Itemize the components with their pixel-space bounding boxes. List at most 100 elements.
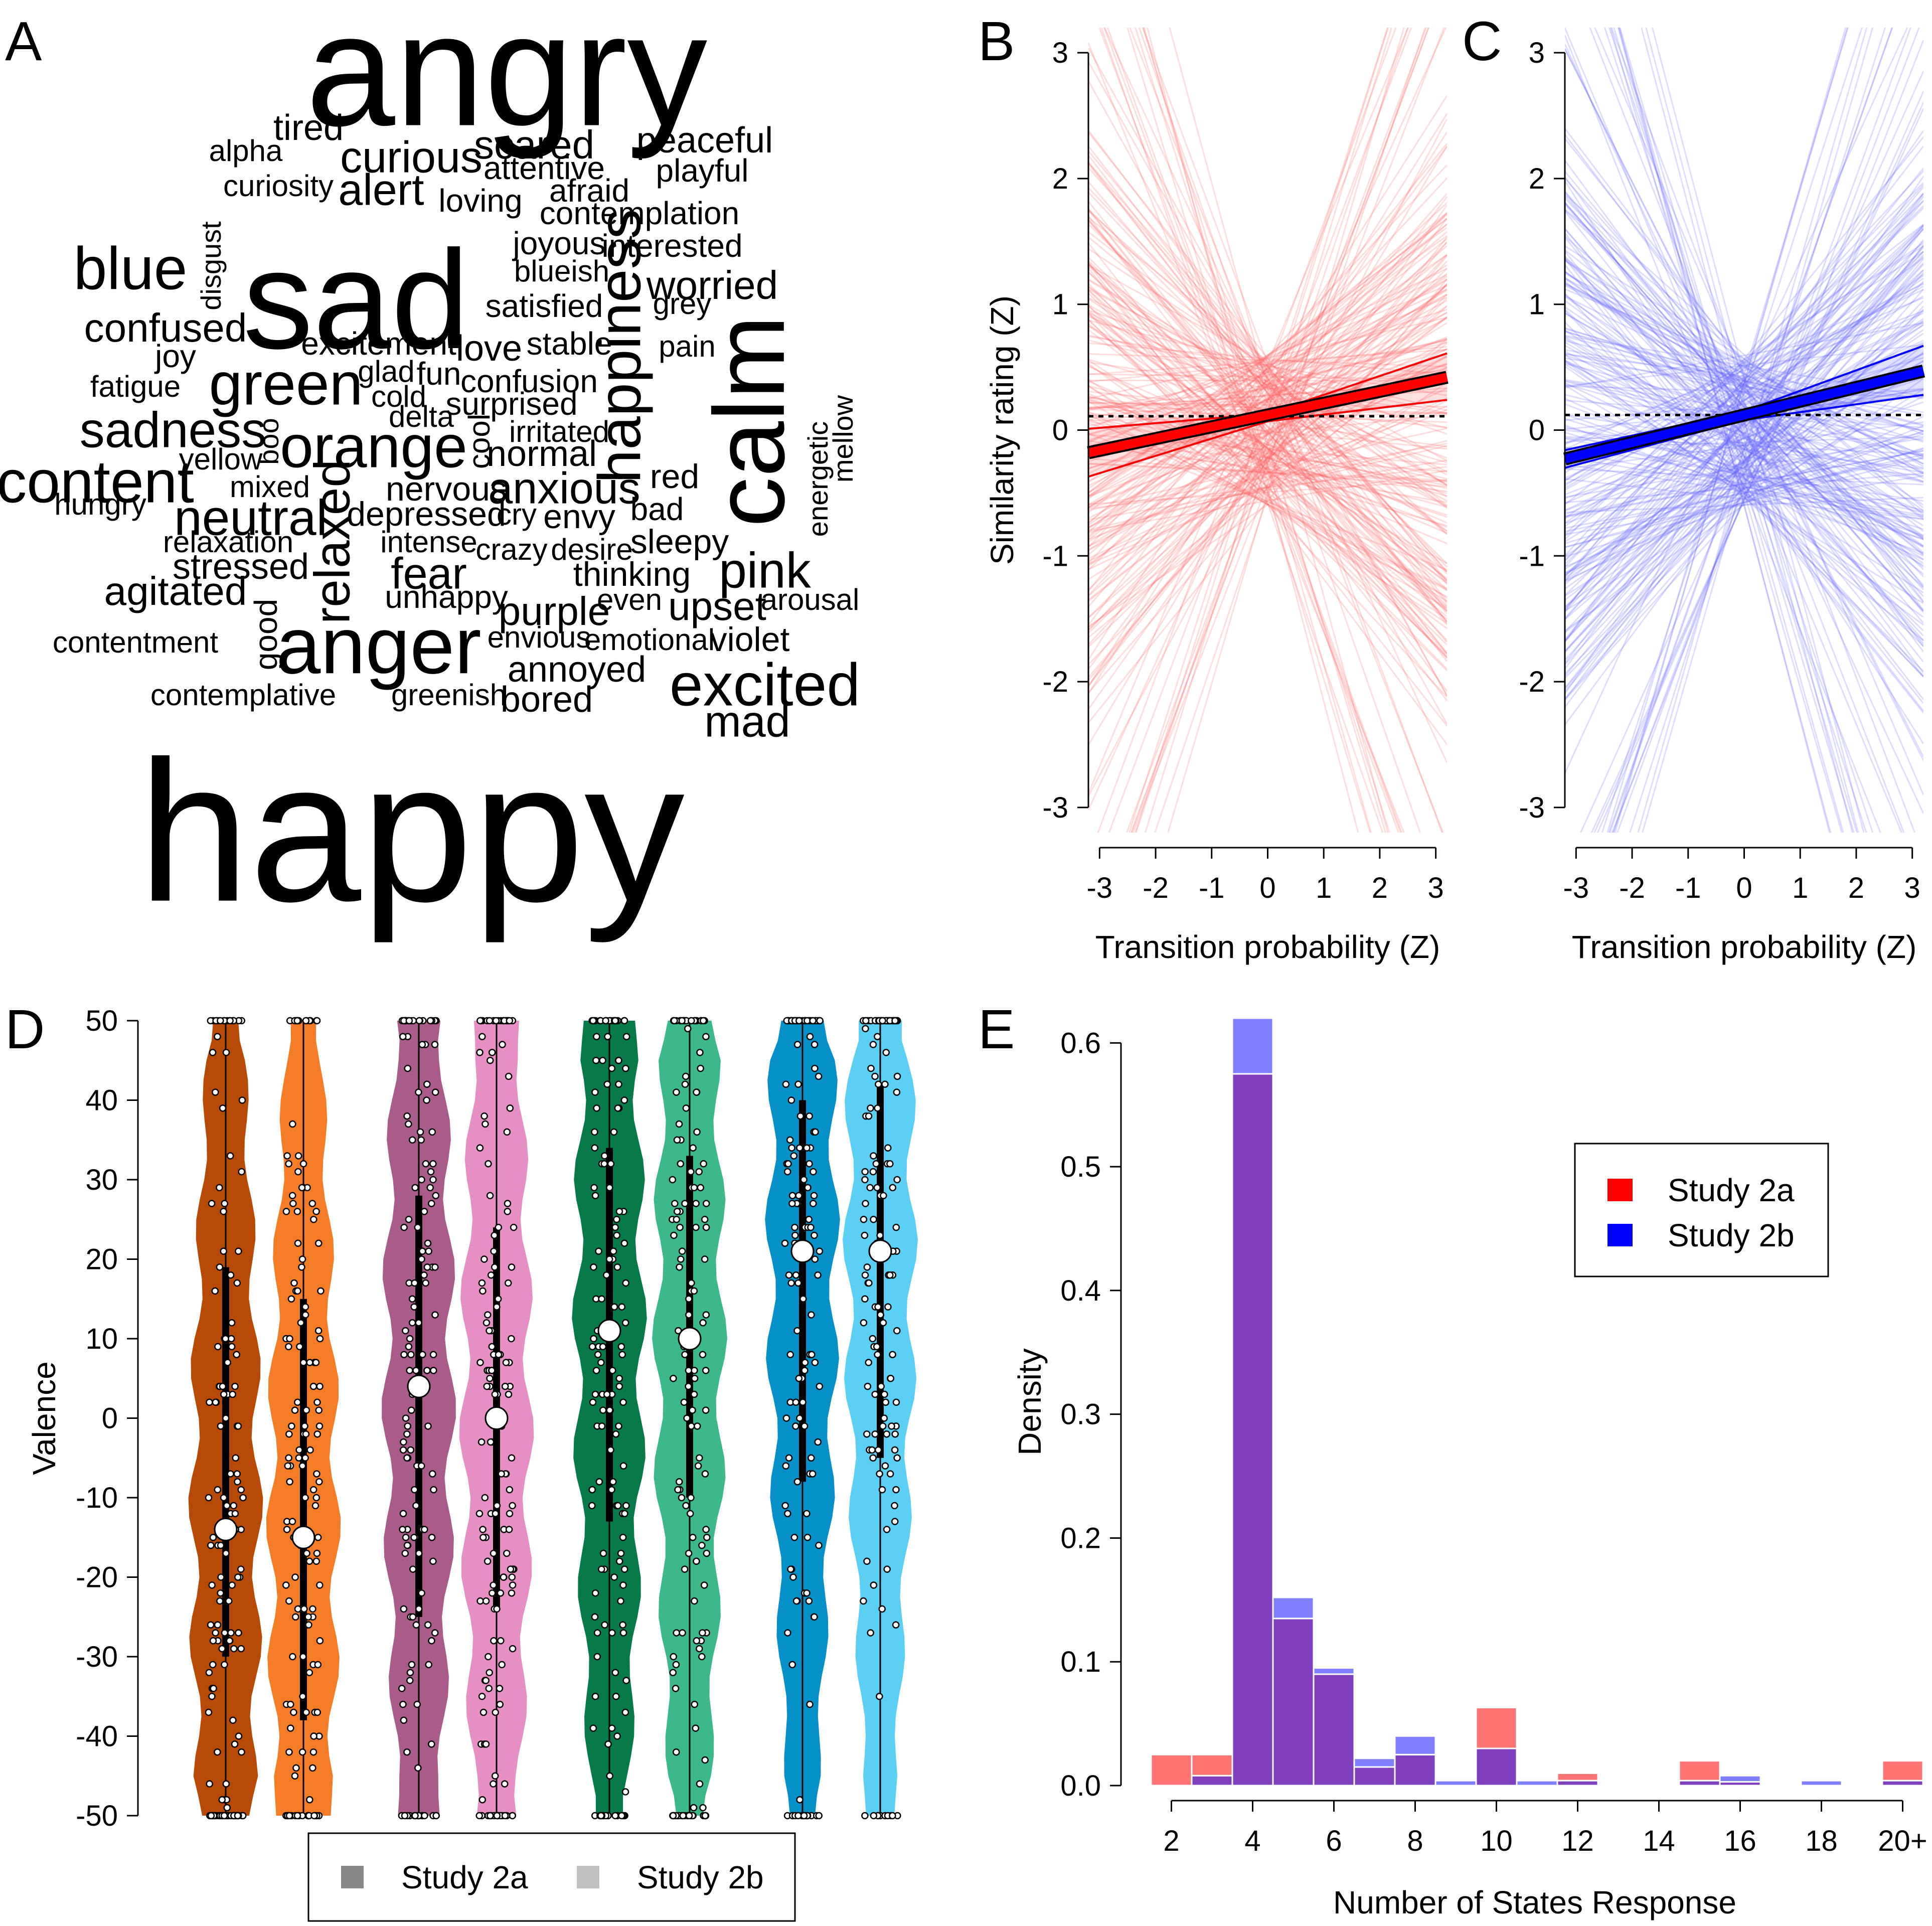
data-point	[679, 1812, 687, 1820]
data-point	[285, 1160, 292, 1168]
individual-line	[1088, 397, 1447, 562]
data-point	[408, 1319, 416, 1327]
individual-line	[1565, 342, 1923, 511]
data-point	[288, 1518, 296, 1525]
data-point	[477, 1438, 486, 1446]
individual-line	[1565, 224, 1923, 565]
data-point	[685, 1311, 693, 1319]
individual-line	[1088, 267, 1447, 727]
data-point	[207, 1541, 215, 1549]
bar-overlap	[1394, 1753, 1436, 1787]
data-point	[803, 1589, 811, 1597]
data-point	[407, 1446, 415, 1454]
individual-line	[1565, 310, 1923, 677]
individual-line	[1651, 28, 1865, 833]
data-point	[879, 1319, 887, 1327]
data-point	[694, 1462, 702, 1470]
data-point	[670, 1653, 677, 1661]
individual-line	[1565, 202, 1923, 612]
data-point	[495, 1351, 503, 1358]
data-point	[870, 1812, 878, 1820]
individual-line	[1088, 278, 1447, 486]
individual-line	[1565, 295, 1923, 474]
data-point	[313, 1549, 321, 1557]
data-point	[796, 1796, 803, 1804]
x-tick-label: 16	[1724, 1825, 1756, 1857]
data-point	[290, 1708, 297, 1716]
data-point	[408, 1406, 415, 1414]
data-point	[811, 1613, 818, 1621]
data-point	[295, 1454, 303, 1462]
data-point	[701, 1812, 709, 1820]
individual-line	[1565, 357, 1923, 416]
individual-line	[1088, 457, 1447, 488]
data-point	[893, 1454, 901, 1462]
data-point	[891, 1017, 899, 1025]
x-tick-label: 8	[1407, 1825, 1423, 1857]
individual-line	[1088, 427, 1447, 509]
y-tick-label: -2	[1042, 666, 1068, 698]
data-point	[619, 1629, 627, 1637]
individual-line	[1565, 280, 1923, 666]
data-point	[488, 1343, 496, 1351]
data-point	[421, 1526, 428, 1533]
data-point	[399, 1510, 407, 1517]
individual-line	[1088, 315, 1447, 459]
data-point	[608, 1629, 616, 1637]
bar-study2b	[1231, 1017, 1274, 1075]
y-tick-label: 0.0	[1060, 1770, 1101, 1802]
data-point	[206, 1398, 213, 1406]
data-point	[795, 1192, 802, 1199]
individual-line	[1088, 316, 1447, 400]
individual-line	[1565, 308, 1923, 647]
individual-line	[1608, 28, 1874, 833]
data-point	[220, 1390, 228, 1398]
individual-line	[1565, 244, 1923, 726]
data-point	[227, 1470, 234, 1478]
data-point	[306, 1359, 313, 1366]
individual-line	[1565, 360, 1923, 513]
data-point	[428, 1534, 436, 1541]
data-point	[676, 1263, 683, 1271]
data-point	[702, 1367, 710, 1374]
data-point	[479, 1526, 487, 1533]
data-point	[891, 1430, 899, 1438]
data-point	[431, 1263, 439, 1271]
word-tired: tired	[273, 108, 344, 148]
individual-line	[1565, 200, 1923, 535]
data-point	[888, 1422, 895, 1430]
data-point	[424, 1621, 432, 1629]
data-point	[415, 1088, 422, 1096]
data-point	[429, 1351, 437, 1358]
data-point	[294, 1287, 301, 1295]
y-tick-label: 3	[1052, 37, 1068, 69]
individual-line	[1565, 282, 1923, 479]
individual-line	[1088, 293, 1447, 666]
individual-line	[1088, 308, 1447, 421]
data-point	[479, 1708, 488, 1716]
individual-line	[1088, 268, 1447, 618]
data-point	[505, 1390, 513, 1398]
data-point	[893, 1176, 901, 1184]
data-point	[298, 1263, 305, 1271]
individual-line	[1088, 285, 1447, 612]
individual-line	[1565, 360, 1923, 574]
data-point	[673, 1748, 680, 1756]
data-point	[410, 1534, 418, 1541]
data-point	[598, 1565, 605, 1573]
data-point	[234, 1478, 241, 1486]
data-point	[314, 1534, 322, 1541]
data-point	[299, 1160, 307, 1168]
individual-line	[1088, 242, 1447, 701]
data-point	[594, 1351, 602, 1358]
data-point	[621, 1565, 628, 1573]
y-tick-label: 0	[1052, 414, 1068, 447]
data-point	[237, 1645, 245, 1653]
data-point	[316, 1335, 324, 1343]
individual-line	[1088, 373, 1447, 380]
individual-line	[1611, 28, 1916, 833]
word-mellow: mellow	[827, 395, 859, 483]
data-point	[793, 1478, 801, 1486]
data-point	[891, 1518, 899, 1525]
